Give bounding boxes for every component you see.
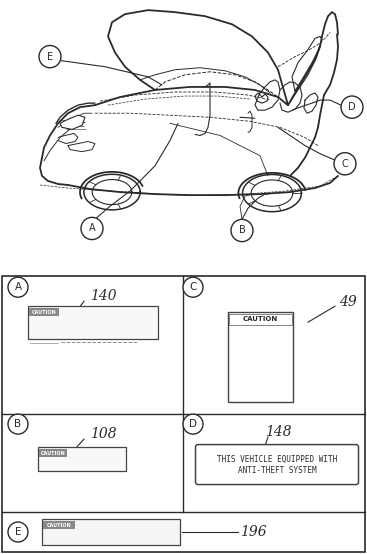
Text: THIS VEHICLE EQUIPPED WITH: THIS VEHICLE EQUIPPED WITH <box>217 455 337 464</box>
Circle shape <box>8 277 28 297</box>
Circle shape <box>341 96 363 119</box>
Circle shape <box>8 414 28 434</box>
Text: A: A <box>89 223 95 233</box>
Text: ANTI-THEFT SYSTEM: ANTI-THEFT SYSTEM <box>238 466 316 475</box>
Text: 108: 108 <box>90 427 116 441</box>
Bar <box>43 521 75 529</box>
Text: 148: 148 <box>265 425 291 439</box>
Bar <box>229 314 292 325</box>
Text: CAUTION: CAUTION <box>41 450 65 455</box>
Circle shape <box>334 153 356 175</box>
Bar <box>29 308 59 316</box>
Circle shape <box>8 522 28 542</box>
Text: CAUTION: CAUTION <box>32 310 57 315</box>
FancyBboxPatch shape <box>196 445 359 485</box>
Text: CAUTION: CAUTION <box>47 522 71 527</box>
Text: B: B <box>14 419 22 429</box>
Text: C: C <box>342 159 348 169</box>
Circle shape <box>183 414 203 434</box>
Text: C: C <box>189 282 197 292</box>
Bar <box>38 447 126 471</box>
Text: 140: 140 <box>90 289 116 303</box>
Text: E: E <box>15 527 21 537</box>
Text: D: D <box>348 102 356 112</box>
Text: 49: 49 <box>339 295 357 309</box>
Text: D: D <box>189 419 197 429</box>
Text: A: A <box>14 282 22 292</box>
Text: CAUTION: CAUTION <box>243 316 278 322</box>
Bar <box>39 449 67 457</box>
Bar <box>28 306 158 339</box>
Bar <box>42 519 180 545</box>
Text: 196: 196 <box>240 525 266 539</box>
Text: B: B <box>239 225 246 235</box>
Circle shape <box>231 219 253 242</box>
Circle shape <box>81 217 103 239</box>
Polygon shape <box>60 115 85 130</box>
Circle shape <box>183 277 203 297</box>
Circle shape <box>39 45 61 68</box>
Bar <box>228 312 293 402</box>
Text: E: E <box>47 52 53 61</box>
